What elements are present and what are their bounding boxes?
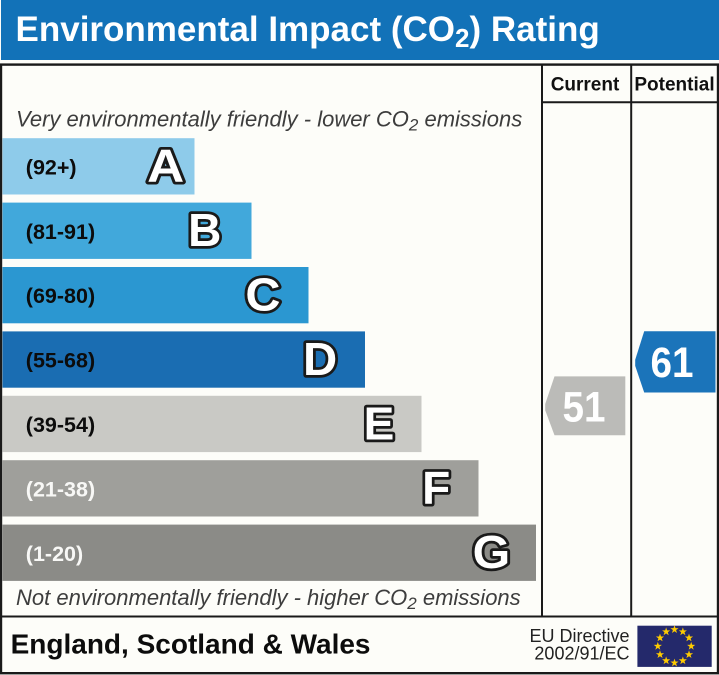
svg-text:(55-68): (55-68) (26, 349, 95, 373)
svg-text:(1-20): (1-20) (26, 542, 83, 566)
svg-text:51: 51 (563, 383, 606, 431)
svg-text:England, Scotland & Wales: England, Scotland & Wales (11, 629, 371, 660)
svg-text:(92+): (92+) (26, 155, 77, 179)
svg-text:G: G (473, 526, 511, 578)
svg-text:Potential: Potential (634, 75, 714, 96)
svg-text:61: 61 (651, 339, 694, 387)
svg-text:(81-91): (81-91) (26, 220, 95, 244)
svg-text:Current: Current (551, 75, 620, 96)
svg-text:E: E (364, 397, 395, 449)
svg-text:Very environmentally friendly: Very environmentally friendly - lower CO… (16, 106, 522, 134)
svg-text:(39-54): (39-54) (26, 413, 95, 437)
svg-text:Environmental Impact (CO2) Rat: Environmental Impact (CO2) Rating (16, 10, 600, 53)
svg-text:C: C (245, 269, 280, 321)
svg-text:EU Directive: EU Directive (529, 626, 629, 646)
svg-text:(69-80): (69-80) (26, 284, 95, 308)
svg-text:(21-38): (21-38) (26, 477, 95, 501)
svg-text:A: A (147, 140, 184, 192)
svg-text:B: B (188, 204, 221, 256)
svg-text:D: D (303, 333, 337, 385)
svg-text:Not environmentally friendly -: Not environmentally friendly - higher CO… (16, 585, 521, 613)
svg-text:2002/91/EC: 2002/91/EC (534, 644, 629, 664)
svg-text:F: F (422, 462, 450, 514)
